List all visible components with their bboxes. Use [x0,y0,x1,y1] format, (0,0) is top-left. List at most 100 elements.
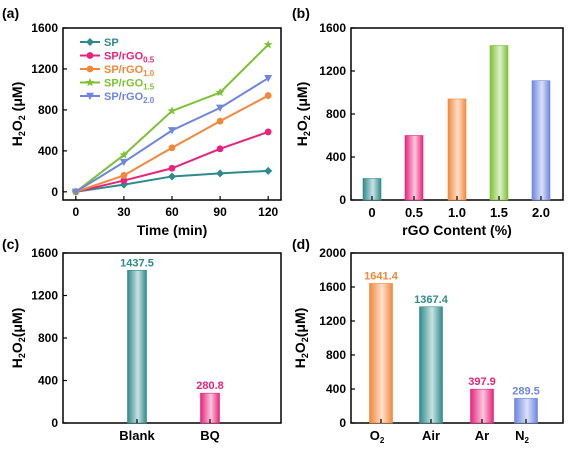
x-tick-label-a: 0 [72,205,79,219]
panel-label-a: (a) [2,5,19,21]
y-tick-label-c: 1200 [31,289,58,303]
plot-frame-c [62,252,282,424]
bar-b [531,80,551,201]
data-point [168,172,176,181]
data-point [264,92,272,99]
x-tick-label-b: 1.0 [448,205,466,220]
y-tick-label-c: 1600 [31,246,58,260]
data-point [119,150,129,159]
legend-entry: SP/rGO0.5 [80,51,155,65]
y-tick-label-d: 400 [326,382,346,396]
panel-b-bar-chart: (b) 0 400 800 1200 1600 0 0.5 1.0 1.5 2.0 rGO Co… [292,5,564,238]
y-tick-label-b: 1200 [319,64,346,78]
bar-b [404,135,424,201]
svg-text:SP/rGO2.0: SP/rGO2.0 [104,91,155,105]
legend-a: SP SP/rGO0.5SP/rGO1.0SP/rGO1.5SP/rGO2.0 [80,37,155,105]
data-point [168,144,176,152]
bar-b [489,45,509,201]
x-tick-label-d: O2 [370,428,385,445]
series-line-4 [71,74,273,196]
x-tick-label-a: 30 [117,205,131,219]
series-line-1 [72,128,272,196]
svg-text:SP/rGO1.5: SP/rGO1.5 [104,78,155,92]
y-tick-label-c: 400 [38,374,58,388]
y-tick-label-b: 800 [326,107,346,121]
x-tick-label-c: Blank [119,428,155,443]
data-point [264,128,272,136]
y-tick-label-b: 0 [339,193,346,207]
panel-d-bar-chart: (d) 1641.4 1367.4 397.9 289.5 0 400 800 1200 16… [292,236,564,445]
panel-label-d: (d) [292,236,310,252]
data-point [167,106,177,115]
plot-frame-d [350,252,564,424]
data-point [119,158,128,167]
y-tick-label-b: 1600 [319,21,346,35]
x-tick-label-b: 0 [368,205,375,220]
bar-d [470,388,494,424]
y-axis-label-b: H2O2 (μM) [294,82,312,147]
x-tick-label-d: Air [422,428,440,443]
svg-text:SP/rGO0.5: SP/rGO0.5 [104,51,155,65]
legend-entry: SP/rGO1.0 [80,64,155,78]
y-tick-label-d: 0 [339,416,346,430]
bar-c [200,392,220,424]
data-point [71,188,80,196]
data-label-d: 1641.4 [364,270,399,282]
y-tick-label-c: 800 [38,331,58,345]
y-tick-label-a: 0 [51,185,58,199]
x-tick-label-b: 2.0 [532,205,550,220]
bar-b [447,98,467,201]
y-tick-label-d: 1600 [319,280,346,294]
y-axis-label-a: H2O2 (μM) [9,82,27,147]
data-point [264,166,273,175]
data-point [263,40,273,49]
svg-text:SP: SP [104,37,119,49]
data-label-d: 1367.4 [414,294,449,306]
data-point [168,164,176,172]
x-axis-label-b: rGO Content (%) [402,222,512,238]
y-tick-label-d: 2000 [319,246,346,260]
data-point [216,145,224,153]
legend-entry: SP/rGO2.0 [80,91,155,105]
data-point [120,177,128,184]
y-tick-label-a: 800 [38,103,58,117]
data-label-c: 1437.5 [120,257,154,269]
x-tick-label-a: 60 [165,205,179,219]
svg-text:SP/rGO1.0: SP/rGO1.0 [104,64,155,78]
data-point [168,127,176,135]
bar-c [127,269,147,424]
x-tick-label-d: N2 [515,428,529,445]
bar-d [419,306,443,424]
x-tick-label-a: 90 [213,205,227,219]
data-point [216,169,225,178]
y-tick-label-a: 400 [38,144,58,158]
legend-entry: SP [80,37,119,49]
data-label-d: 397.9 [468,376,496,388]
x-tick-label-b: 1.5 [490,205,508,220]
x-axis-label-a: Time (min) [137,222,208,238]
y-tick-label-d: 800 [326,348,346,362]
data-point [264,74,273,83]
panel-a-line-chart: (a) SP SP/rGO0.5SP/rGO1.0SP/rGO1.5SP/rGO2… [2,5,282,238]
y-tick-label-b: 400 [326,150,346,164]
panel-label-c: (c) [2,236,19,252]
legend-entry: SP/rGO1.5 [80,78,155,92]
data-point [215,87,225,97]
y-tick-label-a: 1200 [31,62,58,76]
data-label-d: 289.5 [512,385,540,397]
data-point [120,172,128,179]
y-axis-label-d: H2O2(μM) [292,308,310,369]
x-tick-label-d: Ar [475,428,489,443]
x-tick-label-a: 120 [258,205,278,219]
y-tick-label-c: 0 [51,416,58,430]
y-tick-label-a: 1600 [31,21,58,35]
data-label-c: 280.8 [196,380,224,392]
panel-label-b: (b) [292,5,310,21]
y-tick-label-d: 1200 [319,314,346,328]
data-point [216,117,224,125]
bar-d [369,283,393,424]
x-tick-label-b: 0.5 [405,205,423,220]
y-axis-label-c: H2O2(μM) [9,308,27,369]
